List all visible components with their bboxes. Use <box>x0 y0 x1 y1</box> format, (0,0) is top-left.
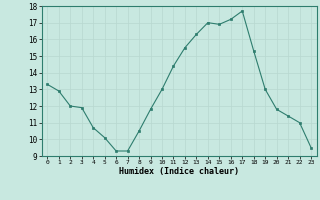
X-axis label: Humidex (Indice chaleur): Humidex (Indice chaleur) <box>119 167 239 176</box>
